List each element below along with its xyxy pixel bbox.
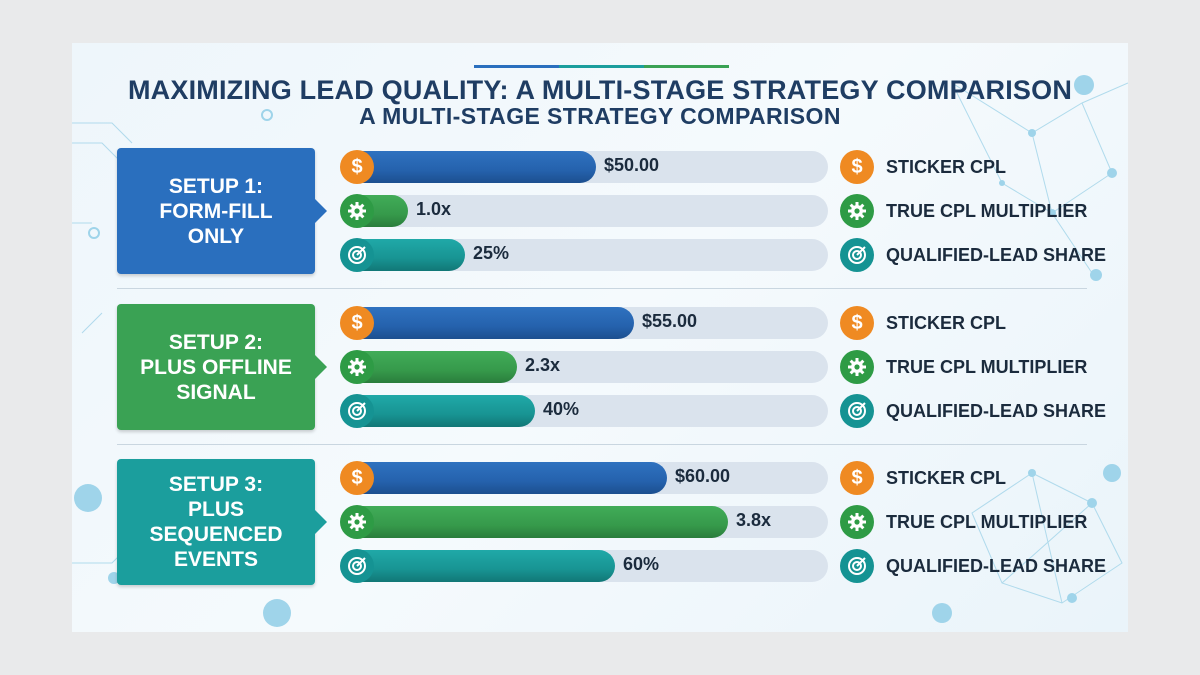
- legend-label: TRUE CPL MULTIPLIER: [886, 356, 1088, 377]
- legend-label: QUALIFIED-LEAD SHARE: [886, 555, 1106, 576]
- legend-target-icon: [840, 549, 874, 583]
- legend-item: QUALIFIED-LEAD SHARE: [840, 238, 1106, 272]
- data-label: $50.00: [604, 155, 660, 175]
- legend-item: $ STICKER CPL: [840, 306, 1006, 340]
- legend-item: TRUE CPL MULTIPLIER: [840, 505, 1087, 539]
- target-icon: [340, 549, 374, 583]
- section-divider: [117, 288, 1087, 289]
- bar-sticker-cpl: [352, 151, 596, 183]
- dollar-icon: $: [340, 150, 374, 184]
- legend-label: STICKER CPL: [886, 467, 1007, 488]
- title-accent-teal: [559, 65, 644, 68]
- bar-row: 60% QUALIFIED-LEAD SHARE: [340, 549, 1106, 583]
- target-icon: [340, 238, 374, 272]
- dollar-icon: $: [340, 306, 374, 340]
- data-label: 2.3x: [525, 355, 561, 375]
- data-label: $60.00: [675, 466, 731, 486]
- setup-1-box: SETUP 1: FORM-FILL ONLY: [117, 148, 327, 274]
- gear-icon: [340, 505, 374, 539]
- data-label: 60%: [623, 554, 660, 574]
- bar-row: 2.3x TRUE CPL MULTIPLIER: [340, 350, 1087, 384]
- legend-target-icon: [840, 394, 874, 428]
- setup-1-label: SETUP 1: FORM-FILL ONLY: [159, 174, 273, 248]
- bar-row: $ $50.00 $ STICKER CPL: [340, 150, 1080, 184]
- bar-row: 3.8x TRUE CPL MULTIPLIER: [340, 505, 1087, 539]
- setup-2-label: SETUP 2: PLUS OFFLINE SIGNAL: [140, 330, 292, 404]
- legend-item: TRUE CPL MULTIPLIER: [840, 350, 1087, 384]
- legend-item: QUALIFIED-LEAD SHARE: [840, 394, 1106, 428]
- legend-label: QUALIFIED-LEAD SHARE: [886, 244, 1106, 265]
- legend-dollar-icon: $: [840, 150, 874, 184]
- title-accent-green: [644, 65, 729, 68]
- bar-row: 1.0x TRUE CPL MULTIPLIER: [340, 194, 1087, 228]
- setup-box-pointer: [315, 199, 327, 223]
- data-label: 3.8x: [736, 510, 772, 530]
- bar-qualified-lead-share: [352, 550, 615, 582]
- legend-label: QUALIFIED-LEAD SHARE: [886, 400, 1106, 421]
- legend-label: STICKER CPL: [886, 312, 1007, 333]
- target-icon: [340, 394, 374, 428]
- setup-box-pointer: [315, 355, 327, 379]
- legend-label: TRUE CPL MULTIPLIER: [886, 200, 1088, 221]
- legend-item: $ STICKER CPL: [840, 461, 1006, 495]
- legend-gear-icon: [840, 194, 874, 228]
- bar-qualified-lead-share: [352, 395, 535, 427]
- bar-row: 40% QUALIFIED-LEAD SHARE: [340, 394, 1106, 428]
- bar-row: $ $55.00 $ STICKER CPL: [340, 306, 1080, 340]
- legend-label: STICKER CPL: [886, 156, 1007, 177]
- infographic-card: MAXIMIZING LEAD QUALITY: A MULTI-STAGE S…: [72, 43, 1128, 632]
- data-label: 40%: [543, 399, 580, 419]
- setup-2-box: SETUP 2: PLUS OFFLINE SIGNAL: [117, 304, 327, 430]
- setup-3-box: SETUP 3: PLUS SEQUENCED EVENTS: [117, 459, 327, 585]
- setup-box-pointer: [315, 510, 327, 534]
- bar-row: 25% QUALIFIED-LEAD SHARE: [340, 238, 1106, 272]
- bar-track: [340, 195, 828, 227]
- network-decoration: [72, 75, 1128, 627]
- gear-icon: [340, 194, 374, 228]
- data-label: 1.0x: [416, 199, 452, 219]
- legend-target-icon: [840, 238, 874, 272]
- chart-subtitle: A MULTI-STAGE STRATEGY COMPARISON: [359, 103, 841, 129]
- legend-dollar-icon: $: [840, 306, 874, 340]
- legend-gear-icon: [840, 505, 874, 539]
- legend-dollar-icon: $: [840, 461, 874, 495]
- bar-row: $ $60.00 $ STICKER CPL: [340, 461, 1080, 495]
- gear-icon: [340, 350, 374, 384]
- title-accent-blue: [474, 65, 559, 68]
- bar-true-cpl-multiplier: [352, 506, 728, 538]
- section-divider: [117, 444, 1087, 445]
- data-label: 25%: [473, 243, 510, 263]
- legend-label: TRUE CPL MULTIPLIER: [886, 511, 1088, 532]
- chart-title: MAXIMIZING LEAD QUALITY: A MULTI-STAGE S…: [127, 75, 1073, 105]
- legend-item: $ STICKER CPL: [840, 150, 1006, 184]
- bar-sticker-cpl: [352, 462, 667, 494]
- legend-item: QUALIFIED-LEAD SHARE: [840, 549, 1106, 583]
- setup-3-label: SETUP 3: PLUS SEQUENCED EVENTS: [149, 473, 283, 571]
- legend-gear-icon: [840, 350, 874, 384]
- legend-item: TRUE CPL MULTIPLIER: [840, 194, 1087, 228]
- bar-sticker-cpl: [352, 307, 634, 339]
- data-label: $55.00: [642, 311, 698, 331]
- bar-true-cpl-multiplier: [352, 351, 517, 383]
- dollar-icon: $: [340, 461, 374, 495]
